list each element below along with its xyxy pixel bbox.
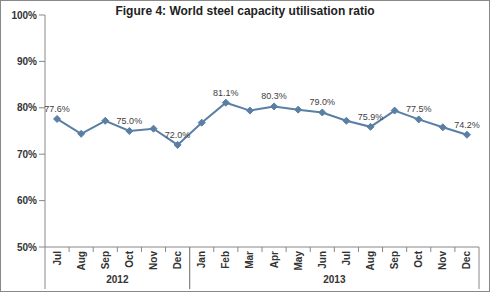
html-text:Figure 4: World steel capacity: Figure 4: World steel capacity utilisati… xyxy=(115,4,375,18)
svg-text:Jun: Jun xyxy=(317,251,328,269)
svg-text:Aug: Aug xyxy=(365,251,376,270)
svg-text:Nov: Nov xyxy=(437,251,448,270)
svg-text:90%: 90% xyxy=(17,56,37,67)
svg-text:Dec: Dec xyxy=(461,251,472,270)
svg-text:2012: 2012 xyxy=(106,274,129,285)
svg-text:Oct: Oct xyxy=(413,250,424,267)
svg-text:Nov: Nov xyxy=(148,251,159,270)
svg-text:Jul: Jul xyxy=(52,251,63,266)
svg-text:Jul: Jul xyxy=(341,251,352,266)
svg-text:Dec: Dec xyxy=(172,251,183,270)
svg-text:72.0%: 72.0% xyxy=(165,130,191,140)
svg-text:Aug: Aug xyxy=(76,251,87,270)
svg-text:80%: 80% xyxy=(17,102,37,113)
svg-text:50%: 50% xyxy=(17,242,37,253)
svg-text:60%: 60% xyxy=(17,195,37,206)
svg-text:100%: 100% xyxy=(11,10,37,21)
svg-text:79.0%: 79.0% xyxy=(310,97,336,107)
svg-text:75.0%: 75.0% xyxy=(117,116,143,126)
svg-text:80.3%: 80.3% xyxy=(261,91,287,101)
svg-text:Sep: Sep xyxy=(100,251,111,269)
svg-text:Jan: Jan xyxy=(196,251,207,268)
svg-text:70%: 70% xyxy=(17,149,37,160)
svg-text:Mar: Mar xyxy=(244,251,255,269)
svg-text:77.5%: 77.5% xyxy=(406,104,432,114)
svg-text:Sep: Sep xyxy=(389,251,400,269)
svg-text:81.1%: 81.1% xyxy=(213,88,239,98)
svg-text:Feb: Feb xyxy=(220,251,231,269)
svg-text:Oct: Oct xyxy=(124,250,135,267)
svg-text:77.6%: 77.6% xyxy=(44,104,70,114)
svg-text:74.2%: 74.2% xyxy=(454,120,480,130)
svg-text:2013: 2013 xyxy=(323,274,346,285)
svg-text:75.9%: 75.9% xyxy=(358,112,384,122)
svg-text:May: May xyxy=(293,251,304,271)
svg-text:Apr: Apr xyxy=(269,251,280,268)
